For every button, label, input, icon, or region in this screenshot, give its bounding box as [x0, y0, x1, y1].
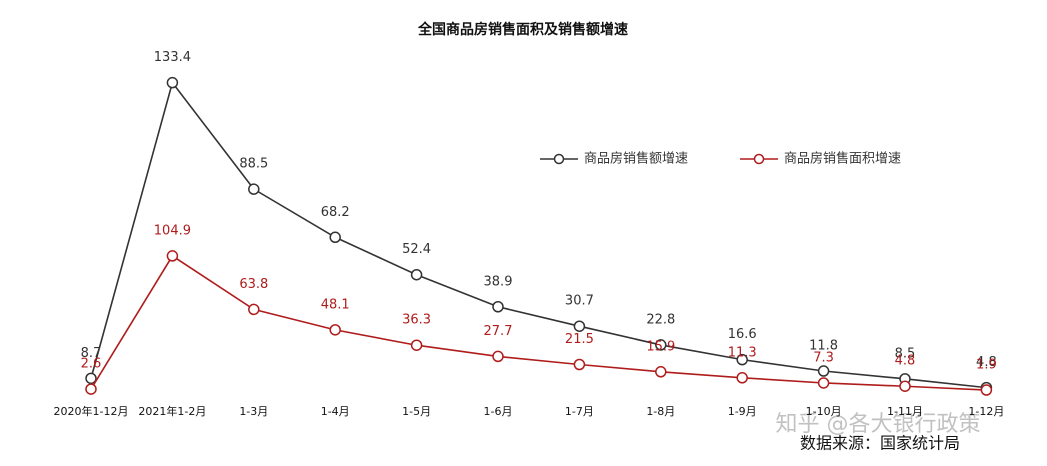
legend-label: 商品房销售面积增速 — [784, 151, 901, 167]
x-tick-label: 1-8月 — [646, 405, 675, 418]
point — [85, 383, 97, 395]
point — [166, 250, 179, 262]
data-label: 27.7 — [484, 324, 513, 339]
series-line — [90, 80, 987, 389]
x-tick-label: 1-10月 — [806, 405, 842, 418]
data-label: 15.9 — [646, 339, 675, 354]
point — [817, 377, 830, 389]
data-label: 36.3 — [402, 313, 431, 328]
x-tick-label: 1-4月 — [321, 405, 350, 418]
data-label: 22.8 — [646, 312, 675, 327]
x-tick-label: 1-6月 — [484, 405, 513, 418]
point — [248, 183, 260, 195]
point — [980, 384, 993, 396]
data-label: 8.7 — [81, 346, 102, 361]
point — [492, 350, 504, 363]
data-label: 11.3 — [728, 345, 757, 360]
point — [492, 301, 504, 313]
data-label: 21.5 — [565, 332, 594, 347]
x-tick-label: 1-7月 — [565, 405, 594, 418]
point — [573, 358, 586, 371]
series-line — [90, 254, 987, 391]
data-label: 88.5 — [239, 157, 268, 172]
legend-label: 商品房销售额增速 — [584, 151, 688, 167]
data-label: 48.1 — [321, 297, 350, 312]
point — [736, 372, 748, 384]
x-tick-label: 2021年1-2月 — [138, 404, 206, 418]
point — [410, 339, 423, 351]
point — [329, 324, 341, 336]
source-note: 数据来源：国家统计局 — [800, 434, 960, 453]
data-label: 68.2 — [321, 205, 350, 220]
legend-marker — [553, 153, 565, 165]
x-tick-label: 2020年1-12月 — [54, 404, 129, 418]
data-label: 63.8 — [239, 277, 268, 292]
data-label: 8.5 — [895, 346, 916, 361]
data-label: 30.7 — [565, 294, 594, 309]
data-label: 16.6 — [728, 327, 757, 342]
legend-marker — [753, 153, 765, 165]
point — [899, 380, 911, 392]
data-label: 4.8 — [976, 355, 997, 370]
data-label: 133.4 — [154, 50, 191, 65]
data-label: 2.6 — [81, 357, 102, 372]
point — [655, 339, 667, 351]
x-tick-label: 1-9月 — [728, 405, 757, 418]
point — [736, 353, 748, 366]
x-tick-label: 1-11月 — [887, 405, 923, 418]
point — [817, 365, 830, 377]
data-label: 7.3 — [813, 350, 834, 365]
point — [166, 76, 179, 89]
x-tick-label: 1-3月 — [239, 405, 268, 418]
watermark: 知乎 @各大银行政策 — [776, 412, 981, 437]
data-label: 11.8 — [809, 339, 838, 354]
point — [329, 231, 341, 244]
data-label: 52.4 — [402, 242, 431, 257]
point — [248, 303, 260, 316]
point — [655, 366, 667, 378]
x-tick-label: 1-12月 — [968, 405, 1004, 418]
chart-title: 全国商品房销售面积及销售额增速 — [417, 21, 628, 38]
data-label: 38.9 — [484, 274, 513, 289]
data-label: 104.9 — [154, 223, 191, 238]
x-tick-label: 1-5月 — [402, 405, 431, 418]
point — [573, 320, 586, 332]
point — [410, 268, 423, 281]
data-label: 4.8 — [895, 354, 916, 369]
data-label: 1.9 — [976, 358, 997, 373]
